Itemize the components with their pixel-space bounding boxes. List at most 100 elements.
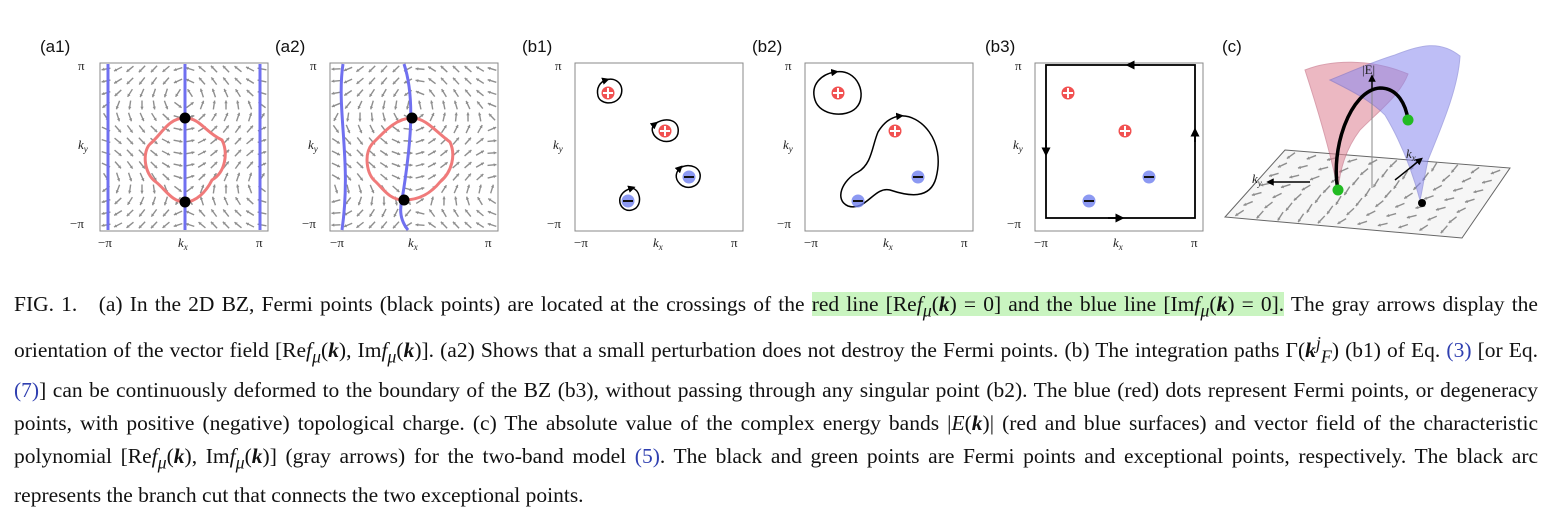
- field-arrow-head: [441, 89, 445, 93]
- field-arrow-head: [371, 189, 375, 194]
- field-arrow-head: [1453, 188, 1457, 192]
- field-arrow-head: [225, 112, 229, 117]
- field-arrow-head: [211, 196, 216, 200]
- field-arrow-head: [102, 104, 106, 108]
- field-arrow-head: [199, 209, 203, 213]
- field-arrow-head: [126, 224, 130, 228]
- field-arrow-head: [249, 161, 253, 165]
- field-arrow-head: [384, 140, 388, 144]
- field-arrow-head: [476, 66, 480, 70]
- field-arrow-head: [476, 210, 480, 214]
- field-arrow-head: [428, 78, 432, 82]
- field-arrow-head: [126, 81, 130, 85]
- field-arrow-head: [336, 176, 340, 180]
- field-arrow-head: [381, 213, 385, 218]
- field-arrow-head: [343, 80, 348, 84]
- field-arrow-head: [1451, 169, 1455, 173]
- field-arrow-head: [476, 90, 480, 94]
- field-arrow-head: [1377, 223, 1381, 227]
- field-arrow-head: [226, 149, 230, 153]
- field-arrow-head: [1366, 212, 1370, 216]
- field-arrow-head: [487, 90, 491, 95]
- field-arrow-head: [480, 162, 484, 166]
- field-arrow-head: [1235, 212, 1239, 216]
- field-arrow-head: [1277, 217, 1281, 221]
- field-arrow-head: [223, 209, 227, 213]
- ytick-pi: π: [310, 58, 317, 73]
- field-arrow-head: [453, 89, 457, 93]
- field-arrow-head: [213, 113, 217, 117]
- eq-link-7[interactable]: (7): [14, 377, 40, 402]
- field-arrow-head: [246, 210, 250, 214]
- field-arrow-head: [173, 212, 178, 216]
- charge-positive: [682, 170, 696, 184]
- field-arrow-head: [392, 225, 397, 229]
- eq-link-3[interactable]: (3): [1446, 338, 1472, 363]
- field-arrow-head: [139, 93, 143, 98]
- field-arrow-head: [1301, 187, 1306, 191]
- field-arrow-head: [343, 68, 347, 72]
- field-arrow-head: [331, 104, 335, 108]
- field-arrow-head: [1272, 195, 1276, 199]
- field-arrow-head: [480, 173, 484, 178]
- field-arrow-head: [1427, 217, 1431, 221]
- field-arrow-head: [1277, 164, 1282, 168]
- field-arrow-head: [151, 81, 155, 85]
- field-arrow-head: [1317, 220, 1321, 224]
- field-arrow-head: [452, 221, 457, 225]
- field-arrow-head: [360, 165, 364, 169]
- eq-link-5[interactable]: (5): [634, 443, 660, 468]
- field-arrow-head: [336, 140, 340, 144]
- field-arrow-head: [1347, 159, 1351, 163]
- field-arrow-head: [237, 125, 241, 129]
- field-arrow-head: [360, 153, 364, 157]
- field-arrow-head: [114, 68, 118, 72]
- xtick-minus-pi: −π: [1034, 235, 1048, 250]
- field-arrow-head: [101, 211, 105, 215]
- field-arrow-head: [223, 77, 227, 81]
- ylabel-ky: ky: [783, 137, 793, 154]
- field-arrow-head: [348, 164, 352, 168]
- field-arrow-head: [128, 106, 132, 110]
- field-arrow-head: [428, 222, 432, 226]
- field-arrow-head: [1264, 205, 1268, 209]
- field-arrow-head: [248, 172, 253, 176]
- ytick-minus-pi: −π: [302, 216, 316, 231]
- field-arrow-head: [487, 78, 491, 83]
- field-arrow-head: [114, 80, 118, 84]
- field-arrow-head: [152, 106, 156, 110]
- xtick-pi: π: [1191, 235, 1198, 250]
- ytick-minus-pi: −π: [777, 216, 791, 231]
- field-arrow-head: [396, 176, 401, 180]
- field-arrow-head: [452, 77, 457, 81]
- charge-negative: [888, 124, 902, 138]
- xlabel-kx: kx: [653, 235, 663, 252]
- field-arrow-head: [117, 165, 121, 169]
- field-arrow-head: [480, 150, 484, 154]
- field-arrow-head: [1461, 179, 1466, 183]
- field-arrow-head: [198, 66, 202, 70]
- field-arrow-head: [397, 164, 401, 168]
- field-arrow-head: [175, 93, 179, 97]
- field-arrow-head: [165, 106, 169, 110]
- field-arrow-head: [154, 152, 158, 156]
- field-arrow-head: [261, 113, 265, 117]
- field-arrow-head: [236, 100, 240, 104]
- field-arrow-head: [126, 213, 130, 217]
- xlabel-kx: kx: [408, 235, 418, 252]
- field-arrow-head: [1306, 156, 1310, 160]
- field-arrow-head: [191, 139, 195, 143]
- panel-b2: (b2) π −π ky −π kx π: [752, 37, 974, 252]
- field-arrow-head: [396, 188, 400, 192]
- field-arrow-head: [380, 69, 385, 73]
- field-arrow-head: [234, 209, 238, 213]
- field-arrow-head: [465, 89, 469, 93]
- charge-positive: [911, 170, 925, 184]
- field-arrow-head: [1440, 229, 1444, 234]
- xtick-pi: π: [485, 235, 492, 250]
- field-arrow-head: [1360, 171, 1364, 175]
- field-arrow-head: [418, 100, 422, 104]
- field-arrow-head: [246, 89, 250, 94]
- field-arrow-head: [429, 89, 433, 93]
- field-arrow-head: [1280, 185, 1285, 189]
